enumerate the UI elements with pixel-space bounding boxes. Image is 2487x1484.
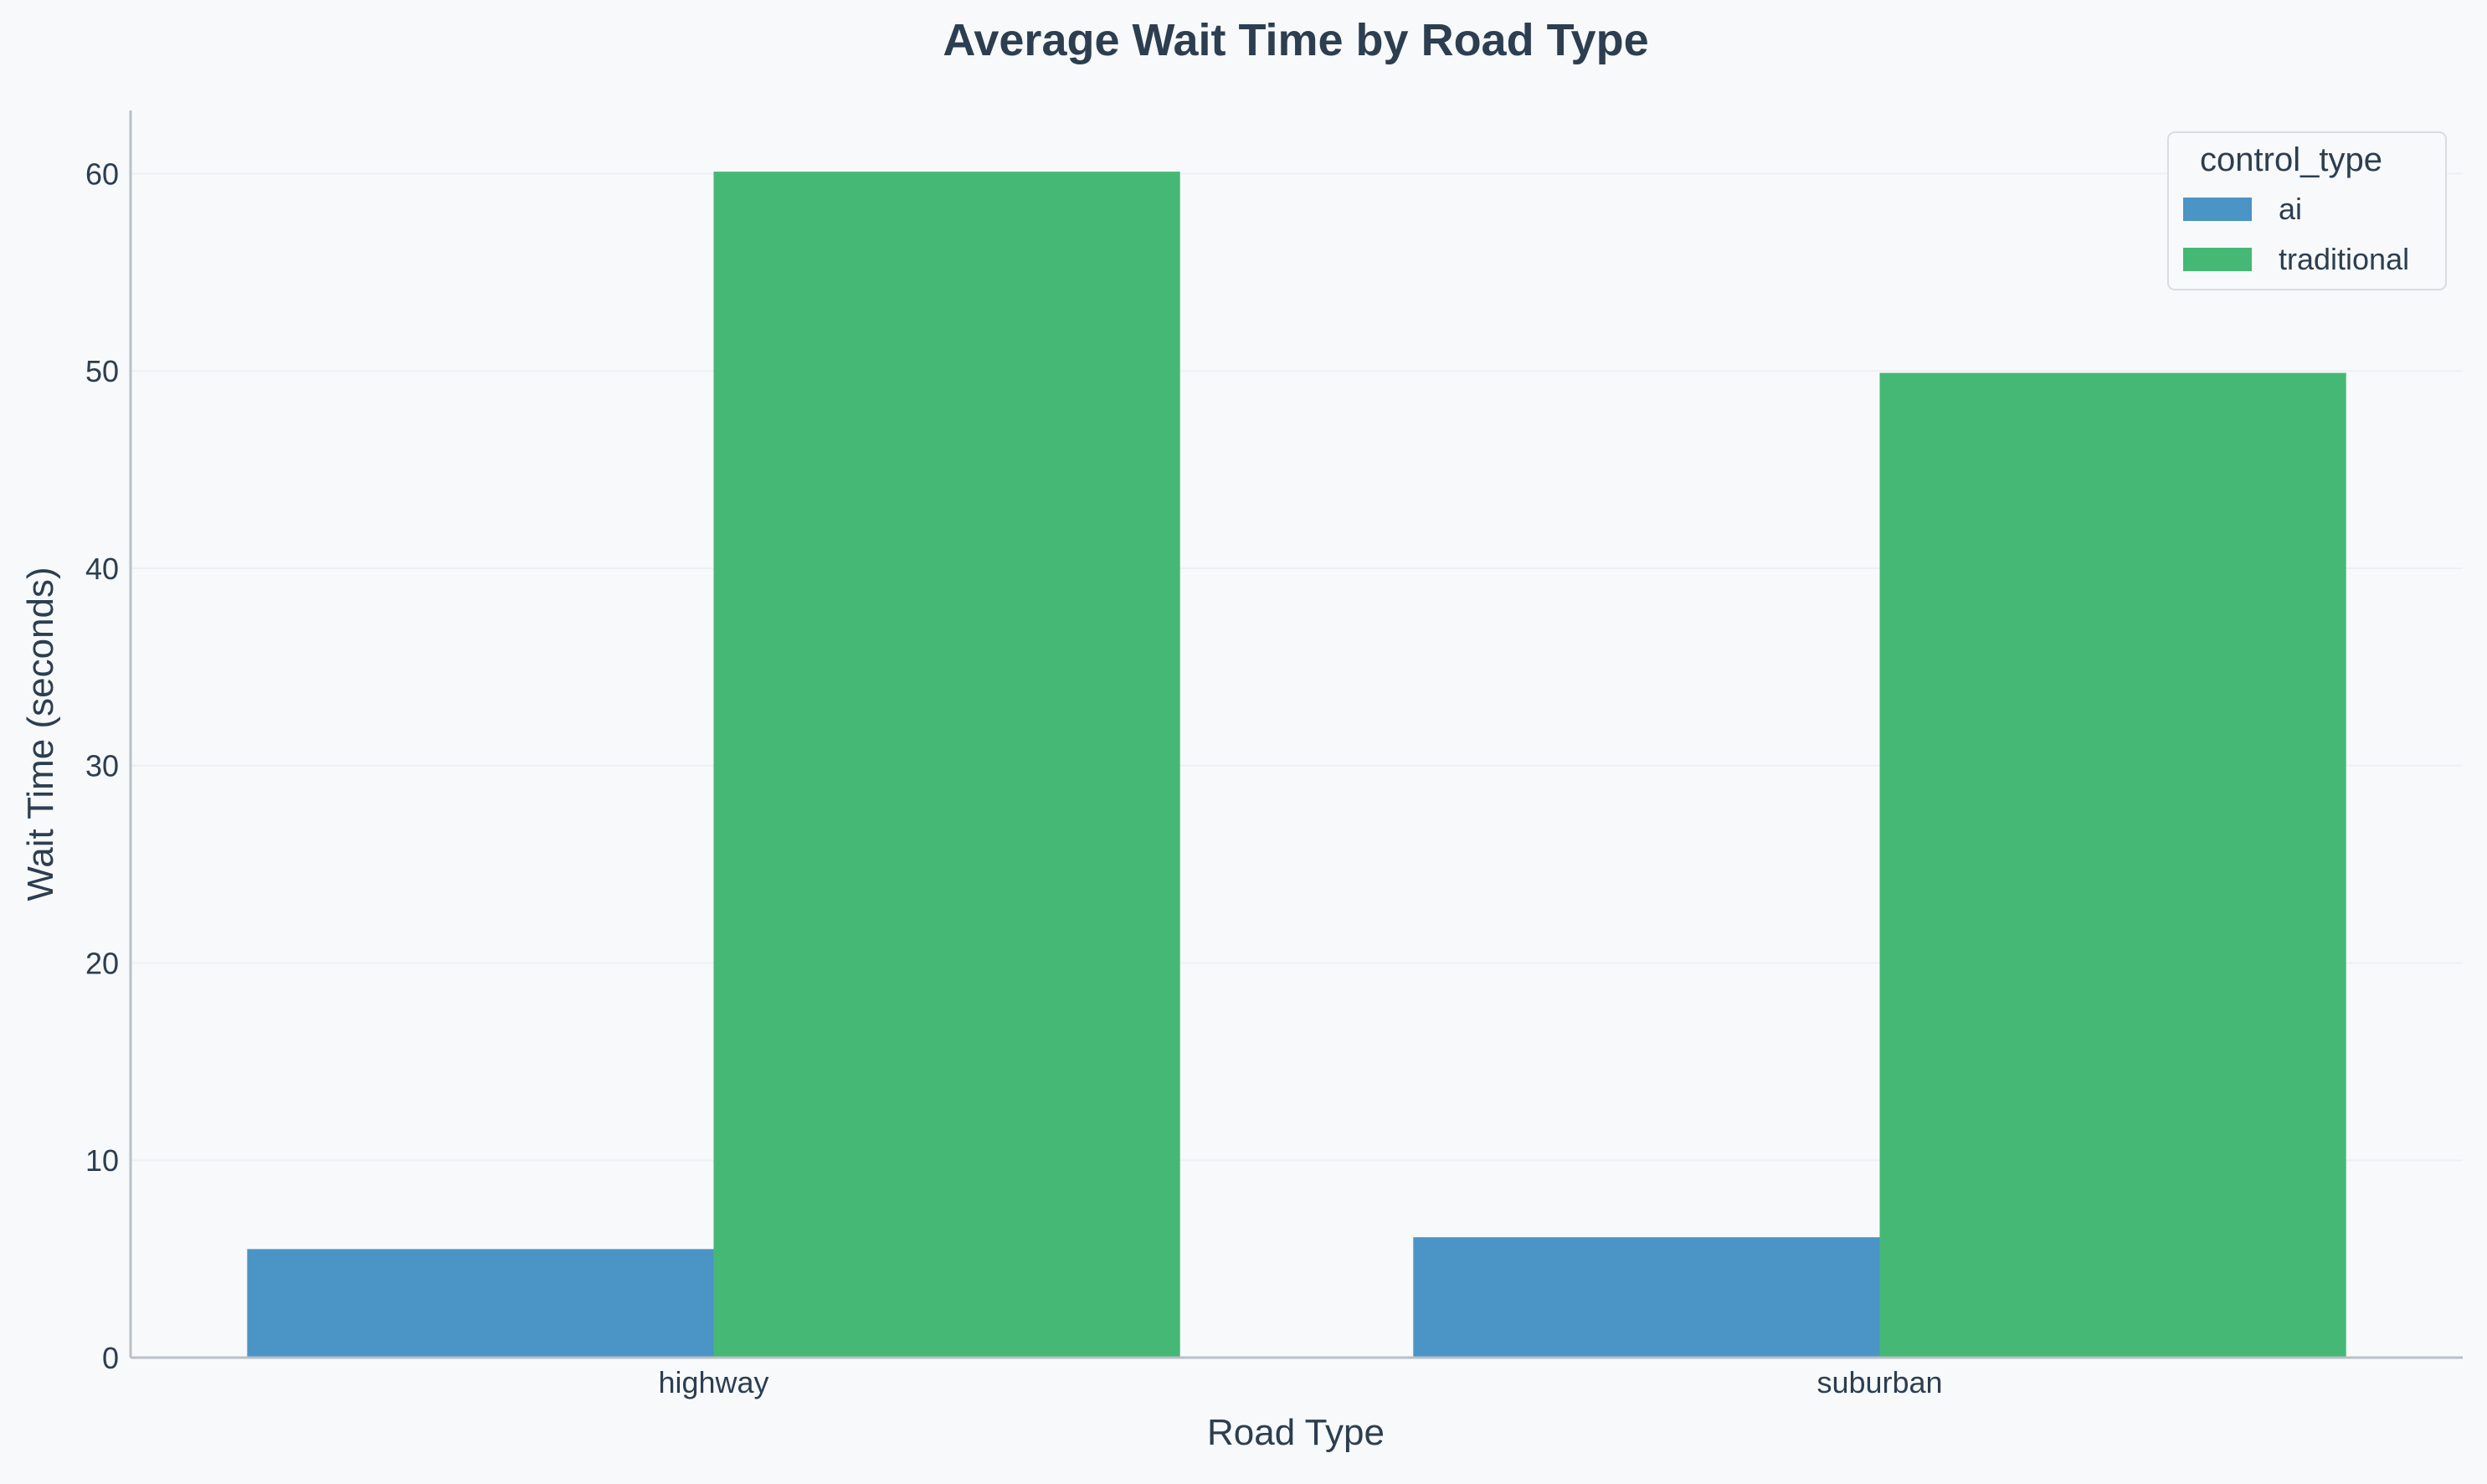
y-axis-label: Wait Time (seconds): [20, 567, 61, 901]
y-tick-label-20: 20: [85, 946, 119, 980]
chart-title: Average Wait Time by Road Type: [943, 15, 1648, 65]
bar-traditional-highway: [713, 172, 1180, 1358]
bars: [247, 172, 2346, 1358]
y-tick-labels: 0 10 20 30 40 50 60: [85, 157, 119, 1375]
x-axis-label: Road Type: [1207, 1412, 1385, 1453]
legend-label-ai: ai: [2279, 192, 2302, 226]
legend-swatch-ai: [2183, 198, 2252, 221]
x-tick-labels: highway suburban: [658, 1365, 1942, 1399]
grid-lines: [131, 172, 2463, 1162]
axes: [129, 110, 2463, 1359]
y-tick-label-60: 60: [85, 157, 119, 191]
y-tick-label-0: 0: [102, 1341, 119, 1375]
legend-title: control_type: [2200, 141, 2382, 178]
x-tick-label-highway: highway: [658, 1365, 768, 1399]
legend-label-traditional: traditional: [2279, 242, 2409, 276]
bar-traditional-suburban: [1879, 372, 2346, 1358]
y-tick-label-50: 50: [85, 354, 119, 388]
y-tick-label-40: 40: [85, 552, 119, 586]
y-tick-label-30: 30: [85, 749, 119, 783]
y-tick-label-10: 10: [85, 1143, 119, 1178]
bar-ai-suburban: [1413, 1237, 1880, 1358]
x-tick-label-suburban: suburban: [1816, 1365, 1942, 1399]
legend: control_type ai traditional: [2167, 131, 2447, 290]
bar-ai-highway: [247, 1249, 714, 1358]
legend-swatch-traditional: [2183, 248, 2252, 271]
